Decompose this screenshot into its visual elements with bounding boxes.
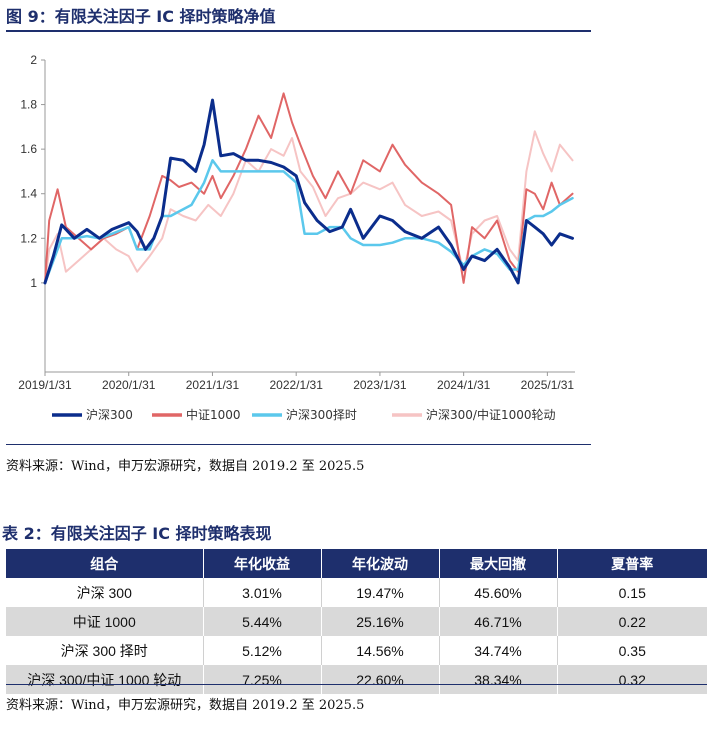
- figure-title: 图 9：有限关注因子 IC 择时策略净值: [6, 4, 591, 32]
- cell-sharpe: 0.35: [557, 636, 707, 665]
- x-tick-label: 2020/1/31: [102, 378, 156, 392]
- x-tick-label: 2025/1/31: [521, 378, 575, 392]
- legend-label: 中证1000: [186, 407, 241, 422]
- series-line: [43, 159, 574, 285]
- table-header-row: 组合 年化收益 年化波动 最大回撤 夏普率: [6, 549, 707, 578]
- cell-max-drawdown: 38.34%: [439, 665, 558, 694]
- cell-annual-return: 5.12%: [203, 636, 322, 665]
- x-tick-label: 2021/1/31: [186, 378, 240, 392]
- table-row: 中证 1000 5.44% 25.16% 46.71% 0.22: [6, 607, 707, 636]
- table-row: 沪深 300 择时 5.12% 14.56% 34.74% 0.35: [6, 636, 707, 665]
- cell-annual-volatility: 22.60%: [321, 665, 440, 694]
- header-max-drawdown: 最大回撤: [439, 549, 558, 578]
- x-tick-label: 2019/1/31: [18, 378, 72, 392]
- cell-annual-return: 7.25%: [203, 665, 322, 694]
- y-tick-label: 1.4: [20, 187, 37, 201]
- cell-sharpe: 0.32: [557, 665, 707, 694]
- header-annual-return: 年化收益: [203, 549, 322, 578]
- cell-max-drawdown: 34.74%: [439, 636, 558, 665]
- table-source: 资料来源：Wind，申万宏源研究，数据自 2019.2 至 2025.5: [6, 698, 365, 713]
- legend-label: 沪深300/中证1000轮动: [426, 407, 556, 422]
- x-tick-label: 2024/1/31: [437, 378, 491, 392]
- cell-annual-volatility: 14.56%: [321, 636, 440, 665]
- header-annual-volatility: 年化波动: [321, 549, 440, 578]
- series-line: [43, 98, 574, 285]
- y-tick-label: 1.6: [20, 142, 37, 156]
- table-row: 沪深 300 3.01% 19.47% 45.60% 0.15: [6, 578, 707, 607]
- table-title: 表 2：有限关注因子 IC 择时策略表现: [2, 524, 272, 543]
- cell-annual-return: 3.01%: [203, 578, 322, 607]
- y-tick-label: 1.2: [20, 231, 37, 245]
- table-row: 沪深 300/中证 1000 轮动 7.25% 22.60% 38.34% 0.…: [6, 665, 707, 694]
- y-tick-label: 2: [30, 53, 37, 67]
- cell-portfolio: 沪深 300 择时: [6, 636, 204, 665]
- x-tick-label: 2022/1/31: [269, 378, 323, 392]
- cell-annual-volatility: 19.47%: [321, 578, 440, 607]
- net-value-chart: 1 1.2 1.4 1.6 1.8 2 2019/1/31 2020/1/31 2021/1/3…: [18, 53, 575, 422]
- header-portfolio: 组合: [6, 549, 204, 578]
- cell-sharpe: 0.15: [557, 578, 707, 607]
- cell-max-drawdown: 46.71%: [439, 607, 558, 636]
- cell-annual-volatility: 25.16%: [321, 607, 440, 636]
- cell-annual-return: 5.44%: [203, 607, 322, 636]
- performance-table: 组合 年化收益 年化波动 最大回撤 夏普率 沪深 300 3.01% 19.47…: [6, 549, 707, 694]
- y-tick-label: 1: [30, 276, 37, 290]
- cell-portfolio: 沪深 300: [6, 578, 204, 607]
- legend-label: 沪深300择时: [286, 408, 357, 422]
- legend-label: 沪深300: [86, 408, 133, 422]
- y-tick-label: 1.8: [20, 98, 37, 112]
- header-sharpe: 夏普率: [557, 549, 707, 578]
- cell-max-drawdown: 45.60%: [439, 578, 558, 607]
- figure-source: 资料来源：Wind，申万宏源研究，数据自 2019.2 至 2025.5: [6, 459, 365, 474]
- table-separator: [6, 684, 707, 685]
- x-tick-label: 2023/1/31: [353, 378, 407, 392]
- figure-separator: [6, 444, 591, 445]
- cell-sharpe: 0.22: [557, 607, 707, 636]
- cell-portfolio: 中证 1000: [6, 607, 204, 636]
- cell-portfolio: 沪深 300/中证 1000 轮动: [6, 665, 204, 694]
- series-line: [44, 130, 574, 284]
